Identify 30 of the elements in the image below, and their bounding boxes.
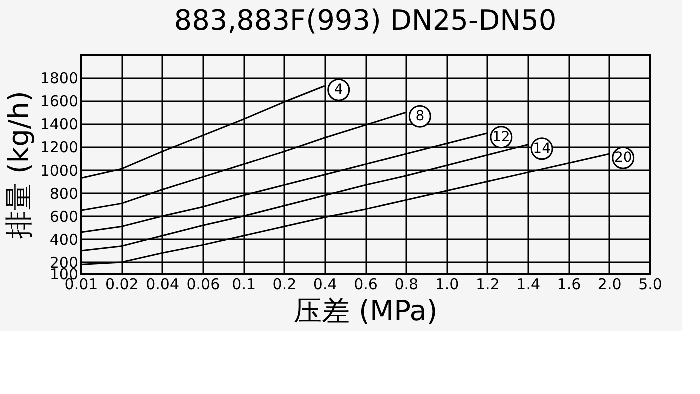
y-tick-label: 1000 [40, 162, 78, 180]
x-tick-label: 0.02 [105, 276, 139, 294]
series-label: 14 [533, 140, 552, 157]
y-axis-title: 排量 (kg/h) [2, 91, 36, 239]
y-tick-label: 600 [50, 208, 78, 226]
series-label: 4 [334, 82, 344, 98]
series-label: 12 [492, 129, 510, 146]
x-tick-label: 1.6 [557, 276, 582, 294]
y-tick-label: 1600 [40, 92, 78, 111]
x-tick-label: 1.4 [516, 276, 540, 294]
x-tick-label: 0.04 [146, 276, 180, 294]
y-tick-label: 400 [50, 230, 78, 249]
y-tick-label: 1200 [40, 138, 78, 157]
x-tick-label: 1.0 [435, 276, 460, 294]
x-tick-label: 0.8 [394, 276, 419, 294]
x-axis-title: 压差 (MPa) [294, 294, 438, 328]
y-tick-label: 1800 [40, 70, 78, 88]
x-tick-label: 0.6 [354, 276, 378, 294]
y-tick-label: 1400 [40, 116, 78, 134]
x-tick-label: 1.2 [476, 276, 500, 294]
y-tick-label: 800 [50, 184, 78, 203]
x-tick-label: 0.2 [272, 276, 297, 294]
chart-title: 883,883F(993) DN25-DN50 [174, 4, 557, 37]
series-label: 20 [614, 150, 632, 166]
x-tick-label: 0.1 [232, 276, 256, 294]
x-tick-label: 2.0 [598, 276, 622, 294]
x-tick-label: 0.4 [313, 276, 338, 294]
x-tick-label: 5.0 [638, 276, 662, 294]
x-tick-label: 0.06 [186, 276, 220, 294]
series-label: 8 [416, 108, 425, 125]
